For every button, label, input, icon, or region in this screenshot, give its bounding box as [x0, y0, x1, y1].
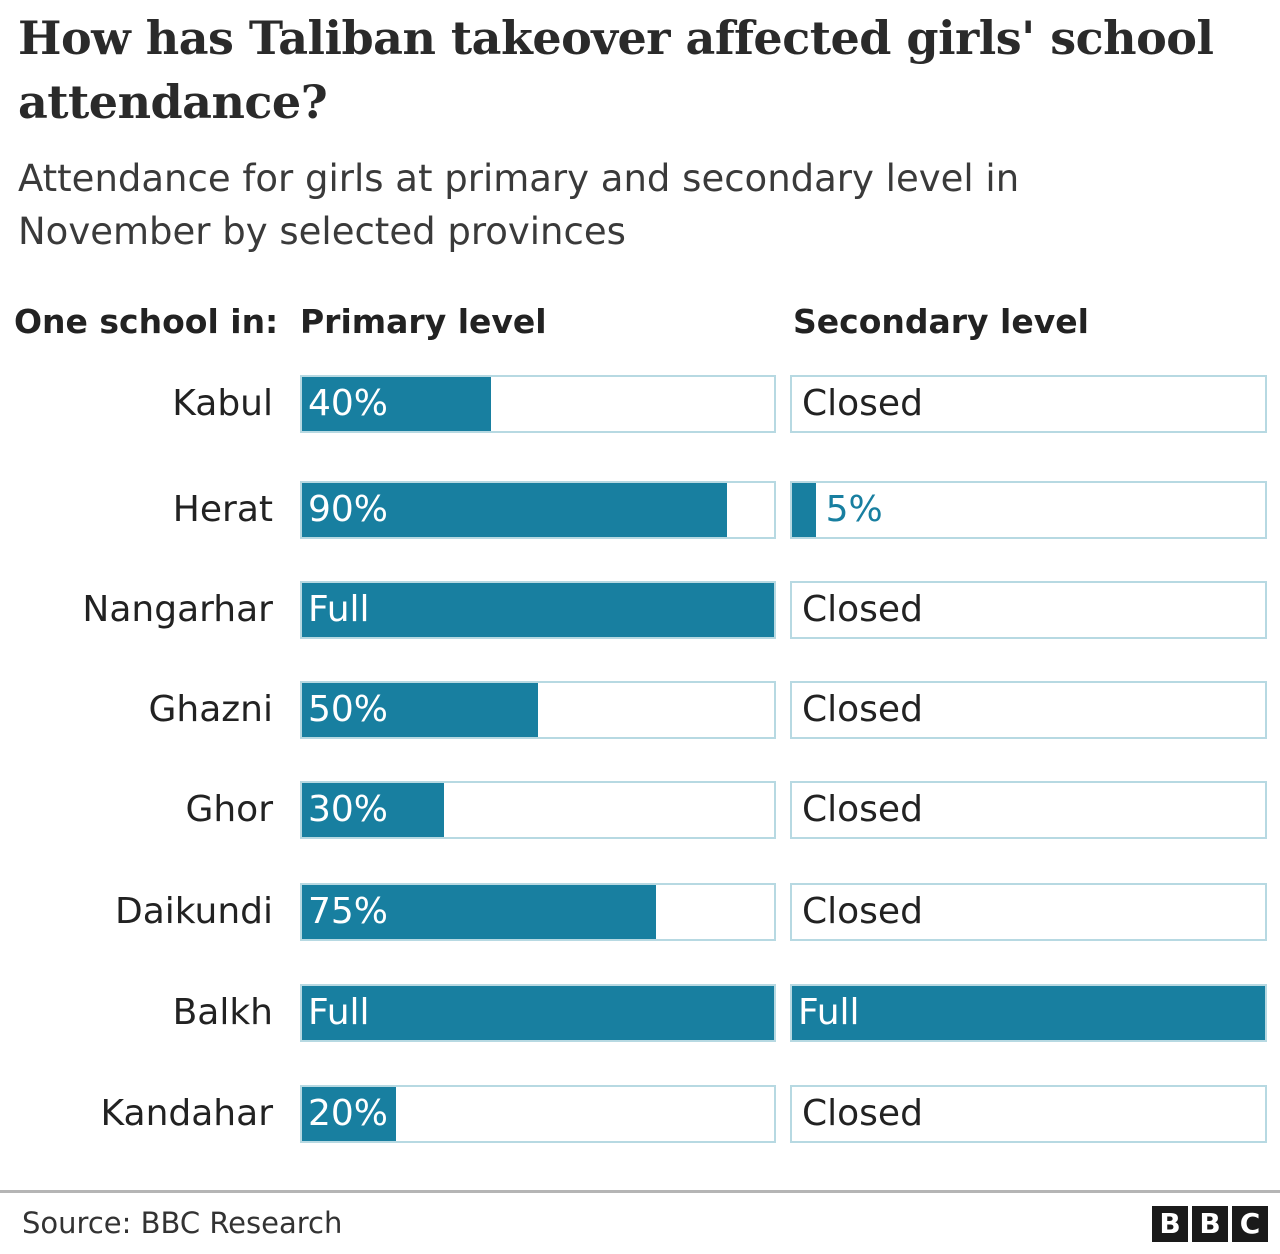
primary-bar-fill [302, 783, 444, 837]
province-label: Herat [172, 489, 273, 530]
secondary-value-label: Closed [802, 789, 923, 830]
secondary-value-label: Closed [802, 689, 923, 730]
primary-bar: Full [300, 984, 776, 1042]
primary-bar: 50% [300, 681, 776, 739]
primary-bar-fill [302, 483, 727, 537]
primary-bar: 20% [300, 1085, 776, 1143]
primary-value-label: Full [308, 992, 370, 1033]
table-row: Nangarhar Full Closed [0, 581, 1280, 639]
secondary-bar: Closed [790, 375, 1267, 433]
primary-bar: 90% [300, 481, 776, 539]
primary-value-label: 50% [308, 689, 389, 730]
table-row: Balkh Full Full [0, 984, 1280, 1042]
secondary-bar-fill [792, 986, 1265, 1040]
secondary-value-label: Full [798, 992, 860, 1033]
secondary-bar: Closed [790, 883, 1267, 941]
province-label: Nangarhar [82, 589, 273, 630]
secondary-value-label: 5% [825, 489, 883, 530]
column-header-province: One school in: [14, 302, 279, 341]
secondary-value-label: Closed [802, 891, 923, 932]
primary-bar-fill [302, 986, 774, 1040]
primary-bar: Full [300, 581, 776, 639]
footer-divider [0, 1190, 1280, 1193]
primary-bar-fill [302, 583, 774, 637]
source-note: Source: BBC Research [22, 1206, 343, 1240]
table-row: Kandahar 20% Closed [0, 1085, 1280, 1143]
primary-value-label: 30% [308, 789, 389, 830]
primary-bar-fill [302, 885, 656, 939]
primary-bar-fill [302, 683, 538, 737]
secondary-bar: Full [790, 984, 1267, 1042]
primary-value-label: 90% [308, 489, 389, 530]
province-label: Balkh [172, 992, 273, 1033]
primary-bar-fill [302, 1087, 397, 1141]
secondary-value-label: Closed [802, 589, 923, 630]
table-row: Ghor 30% Closed [0, 781, 1280, 839]
bbc-logo-letter: C [1232, 1206, 1268, 1242]
chart-subtitle: Attendance for girls at primary and seco… [18, 157, 1020, 253]
province-label: Daikundi [114, 891, 273, 932]
table-row: Herat 90% 5% [0, 481, 1280, 539]
table-row: Ghazni 50% Closed [0, 681, 1280, 739]
secondary-bar: Closed [790, 581, 1267, 639]
primary-bar: 30% [300, 781, 776, 839]
primary-bar: 40% [300, 375, 776, 433]
bbc-logo: B B C [1152, 1206, 1268, 1242]
table-row: Kabul 40% Closed [0, 375, 1280, 433]
chart-title: How has Taliban takeover affected girls'… [18, 11, 1214, 129]
primary-value-label: Full [308, 589, 370, 630]
primary-value-label: 75% [308, 891, 389, 932]
primary-value-label: 20% [308, 1093, 389, 1134]
province-label: Ghazni [148, 689, 274, 730]
secondary-bar: Closed [790, 781, 1267, 839]
secondary-value-label: Closed [802, 1093, 923, 1134]
primary-bar: 75% [300, 883, 776, 941]
secondary-value-label: Closed [802, 383, 923, 424]
secondary-bar: 5% [790, 481, 1267, 539]
secondary-bar: Closed [790, 681, 1267, 739]
column-header-secondary: Secondary level [793, 302, 1089, 341]
province-label: Kabul [172, 383, 273, 424]
table-row: Daikundi 75% Closed [0, 883, 1280, 941]
primary-bar-fill [302, 377, 491, 431]
primary-value-label: 40% [308, 383, 389, 424]
bbc-logo-letter: B [1152, 1206, 1188, 1242]
bbc-logo-letter: B [1192, 1206, 1228, 1242]
province-label: Kandahar [100, 1093, 273, 1134]
province-label: Ghor [185, 789, 273, 830]
column-header-primary: Primary level [300, 302, 547, 341]
secondary-bar: Closed [790, 1085, 1267, 1143]
secondary-bar-fill [792, 483, 816, 537]
